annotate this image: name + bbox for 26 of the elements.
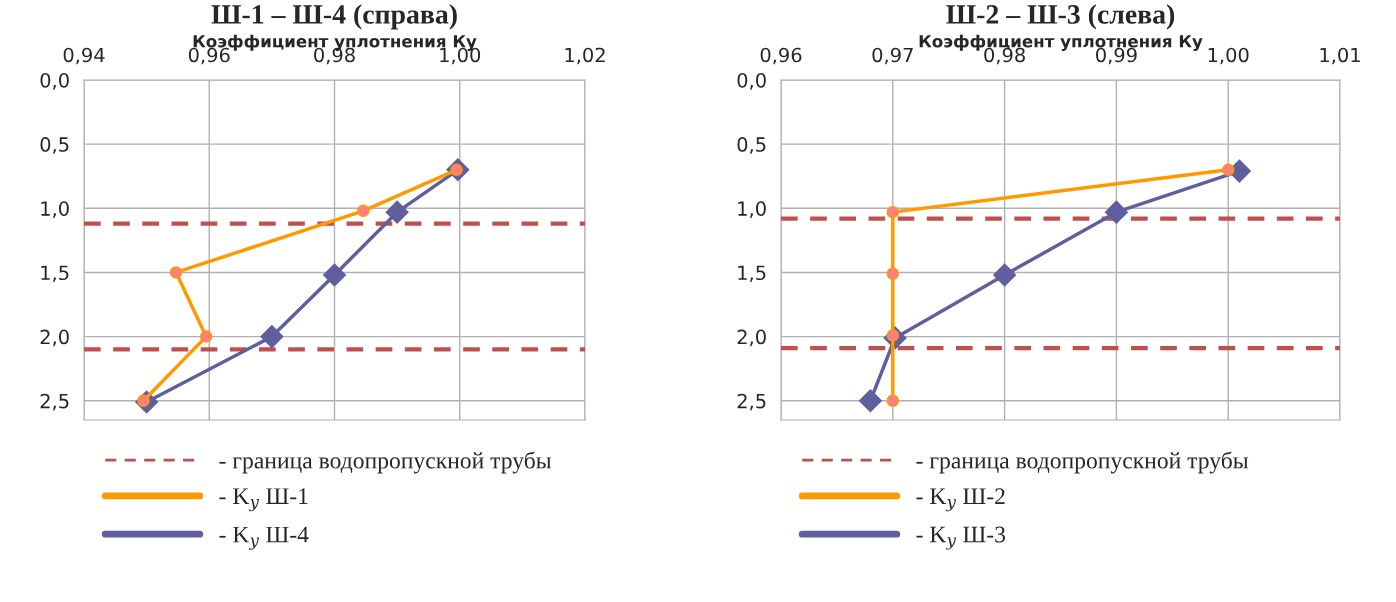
y-tick-label: 2,5 [40, 393, 69, 411]
legend-label: - граница водопропускной трубы [916, 451, 1249, 474]
x-tick-label: 0,96 [760, 47, 802, 65]
legend-label: - K$_{y}$ Ш-2 [916, 488, 1005, 512]
x-tick-label: 1,00 [1208, 47, 1249, 65]
legend-label: - K$_{y}$ Ш-1 [219, 488, 308, 512]
y-tick-label: 0,0 [40, 72, 69, 90]
y-tick-label: 1,0 [41, 201, 69, 218]
x-tick-label: 0,94 [63, 47, 105, 65]
y-tick-label: 1,5 [41, 265, 69, 283]
y-tick-label: 2,5 [737, 393, 766, 411]
y-tick-label: 2,0 [40, 329, 69, 347]
x-tick-label: 1,02 [565, 47, 605, 65]
x-tick-label: 0,97 [872, 47, 913, 65]
y-tick-label: 0,5 [40, 137, 69, 154]
chart-title: Ш-1 – Ш-4 (справа) [211, 4, 457, 30]
y-tick-label: 0,0 [737, 72, 766, 90]
legend-label: - K$_{y}$ Ш-3 [916, 526, 1006, 550]
y-tick-label: 1,5 [738, 265, 766, 283]
y-tick-label: 0,5 [737, 137, 766, 154]
y-tick-label: 1,0 [738, 201, 766, 218]
y-tick-label: 2,0 [737, 329, 766, 347]
legend-label: - K$_{y}$ Ш-4 [219, 526, 309, 550]
legend-label: - граница водопропускной трубы [219, 451, 552, 474]
chart-title: Ш-2 – Ш-3 (слева) [946, 4, 1175, 30]
x-tick-label: 1,01 [1320, 47, 1360, 65]
